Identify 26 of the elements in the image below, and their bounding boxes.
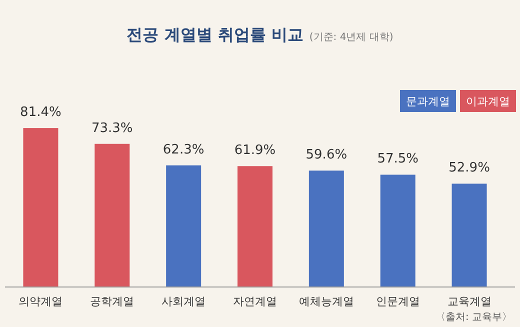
data-label: 59.6% xyxy=(306,148,348,163)
bar xyxy=(380,174,416,287)
x-tick-label: 공학계열 xyxy=(90,295,134,308)
data-label: 52.9% xyxy=(448,160,490,176)
x-tick-label: 자연계열 xyxy=(233,295,277,308)
bar xyxy=(166,165,202,287)
x-tick-label: 예체능계열 xyxy=(298,295,354,308)
data-label: 61.9% xyxy=(234,143,276,158)
data-label: 81.4% xyxy=(20,105,62,120)
x-tick-label: 사회계열 xyxy=(162,295,206,308)
chart-subtitle: (기준: 4년제 대학) xyxy=(309,32,394,43)
data-label: 62.3% xyxy=(162,142,204,158)
bar xyxy=(308,170,344,287)
x-tick-label: 의약계열 xyxy=(18,295,63,308)
x-tick-label: 교육계열 xyxy=(447,295,492,308)
x-tick-label: 인문계열 xyxy=(376,295,420,308)
bar xyxy=(452,184,487,287)
bar xyxy=(23,128,58,287)
data-label: 73.3% xyxy=(91,120,133,136)
data-label: 57.5% xyxy=(377,152,419,167)
chart-title: 전공 계열별 취업률 비교 xyxy=(126,25,304,44)
text: 문과계열 xyxy=(406,95,450,108)
bar xyxy=(238,166,272,287)
bar xyxy=(94,144,130,287)
text: 〈출처: 교육부〉 xyxy=(435,312,512,323)
text: 이과계열 xyxy=(466,95,510,108)
